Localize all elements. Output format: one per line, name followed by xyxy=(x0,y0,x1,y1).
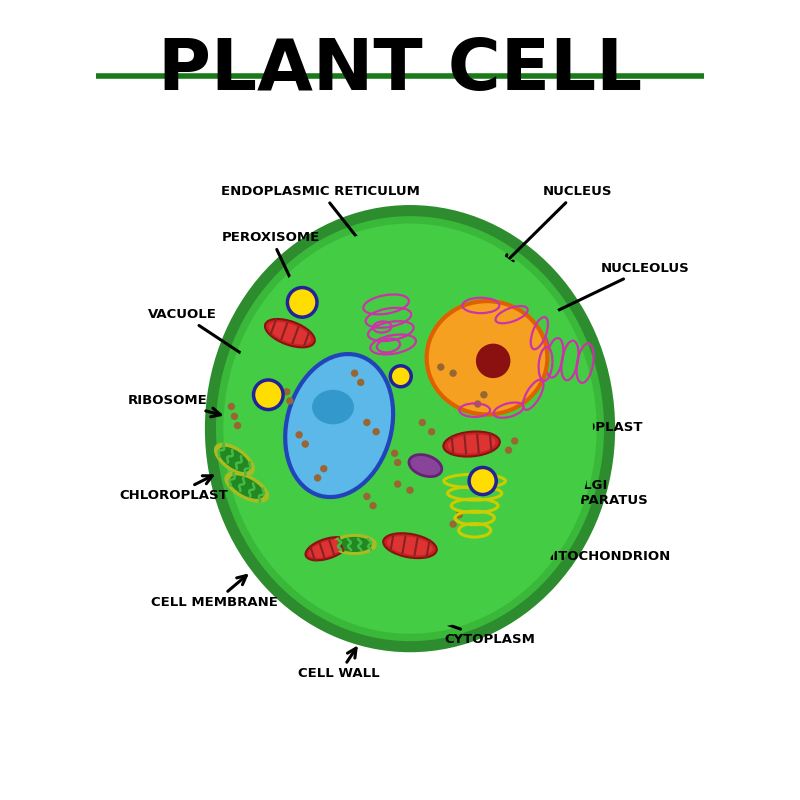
Ellipse shape xyxy=(215,444,254,474)
Ellipse shape xyxy=(227,227,593,630)
Circle shape xyxy=(363,418,370,426)
Circle shape xyxy=(418,418,426,426)
Ellipse shape xyxy=(409,454,442,477)
Circle shape xyxy=(437,363,445,370)
Text: CELL WALL: CELL WALL xyxy=(298,648,380,680)
Circle shape xyxy=(320,465,327,472)
Circle shape xyxy=(455,511,463,518)
Text: NUCLEOLUS: NUCLEOLUS xyxy=(510,262,690,334)
Text: PEROXISOME: PEROXISOME xyxy=(222,231,320,289)
Ellipse shape xyxy=(443,431,500,457)
Ellipse shape xyxy=(447,434,496,454)
Circle shape xyxy=(469,467,496,494)
Circle shape xyxy=(450,521,457,528)
Circle shape xyxy=(302,440,309,448)
Text: CELL MEMBRANE: CELL MEMBRANE xyxy=(151,575,278,609)
Ellipse shape xyxy=(205,205,615,652)
Ellipse shape xyxy=(338,537,372,552)
Circle shape xyxy=(391,450,398,457)
Circle shape xyxy=(230,413,238,420)
Ellipse shape xyxy=(334,535,375,554)
Text: VACUOLE: VACUOLE xyxy=(148,308,285,382)
Circle shape xyxy=(406,486,414,494)
Circle shape xyxy=(394,459,402,466)
Ellipse shape xyxy=(306,537,348,560)
Ellipse shape xyxy=(269,322,311,344)
Ellipse shape xyxy=(383,534,437,558)
Circle shape xyxy=(480,391,488,398)
Circle shape xyxy=(363,493,370,500)
Text: AMYLOPLAST: AMYLOPLAST xyxy=(473,421,644,445)
Circle shape xyxy=(357,378,365,386)
Circle shape xyxy=(314,474,322,482)
Circle shape xyxy=(351,370,358,377)
Ellipse shape xyxy=(426,301,547,414)
Circle shape xyxy=(450,370,457,377)
Ellipse shape xyxy=(309,540,345,558)
Circle shape xyxy=(474,400,482,408)
Circle shape xyxy=(295,431,303,438)
Circle shape xyxy=(286,398,294,405)
Text: GOLGI
APPARATUS: GOLGI APPARATUS xyxy=(485,479,649,507)
Text: RIBOSOME: RIBOSOME xyxy=(128,394,221,417)
Ellipse shape xyxy=(230,475,264,499)
Ellipse shape xyxy=(218,447,250,472)
Circle shape xyxy=(394,480,402,488)
Ellipse shape xyxy=(265,319,315,347)
Ellipse shape xyxy=(285,354,393,497)
Text: MITOCHONDRION: MITOCHONDRION xyxy=(452,538,671,563)
Ellipse shape xyxy=(226,473,268,502)
Text: CYTOPLASM: CYTOPLASM xyxy=(409,610,534,646)
Ellipse shape xyxy=(223,223,597,634)
Ellipse shape xyxy=(312,390,354,424)
Circle shape xyxy=(390,366,411,386)
Circle shape xyxy=(283,388,290,395)
Circle shape xyxy=(234,422,242,430)
Ellipse shape xyxy=(387,536,433,555)
Circle shape xyxy=(476,344,510,378)
Circle shape xyxy=(505,446,512,454)
Circle shape xyxy=(373,428,380,435)
Ellipse shape xyxy=(216,216,604,641)
Circle shape xyxy=(511,438,518,445)
Circle shape xyxy=(428,428,435,435)
Circle shape xyxy=(228,402,235,410)
Text: PLANT CELL: PLANT CELL xyxy=(158,36,642,105)
Text: NUCLEUS: NUCLEUS xyxy=(504,185,612,264)
Text: CHLOROPLAST: CHLOROPLAST xyxy=(119,476,228,502)
Circle shape xyxy=(254,380,283,410)
Text: ENDOPLASMIC RETICULUM: ENDOPLASMIC RETICULUM xyxy=(222,185,420,254)
Circle shape xyxy=(287,287,317,317)
Circle shape xyxy=(370,502,377,510)
